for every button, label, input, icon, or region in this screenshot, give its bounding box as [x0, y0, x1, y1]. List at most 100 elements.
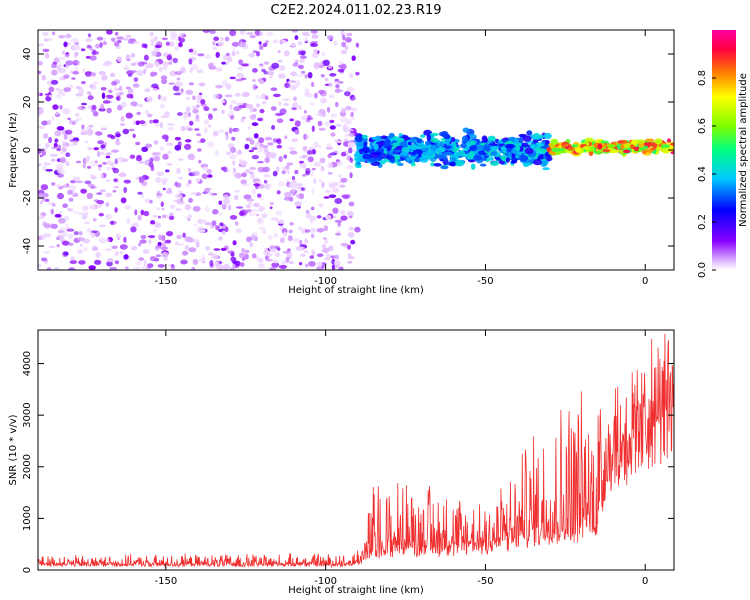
spectrogram-cell [266, 253, 273, 257]
spectrogram-cell [329, 152, 337, 156]
spectrogram-cell [324, 240, 329, 244]
spectrogram-cell [49, 153, 58, 157]
spectrogram-cell [196, 69, 204, 74]
spectrogram-cell [460, 143, 467, 149]
spectrogram-cell [325, 214, 332, 220]
spectrogram-cell [617, 140, 624, 144]
spectrogram-cell [219, 222, 224, 226]
spectrogram-cell [92, 111, 99, 117]
spectrogram-cell [272, 259, 279, 264]
spectrogram-cell [92, 81, 99, 85]
spectrogram-cell [68, 208, 73, 212]
spectrogram-cell [597, 143, 603, 150]
spectrogram-cell [56, 148, 61, 151]
spectrogram-cell [264, 136, 273, 141]
spectrogram-cell [213, 93, 220, 99]
spectrogram-cell [72, 211, 80, 214]
spectrogram-cell [149, 157, 154, 163]
spectrogram-cell [75, 160, 82, 164]
spectrogram-cell [257, 166, 265, 173]
spectrogram-cell [303, 110, 307, 114]
spectrogram-cell [122, 128, 130, 135]
spectrogram-cell [571, 144, 579, 148]
spectrogram-cell [363, 141, 368, 148]
spectrogram-cell [606, 144, 616, 148]
spectrogram-cell [246, 198, 255, 202]
spectrogram-cell [143, 54, 149, 61]
spectrogram-cell [327, 153, 332, 159]
spectrogram-cell [61, 92, 66, 96]
spectrogram-cell [143, 210, 150, 217]
spectrogram-cell [83, 221, 90, 225]
spectrogram-cell [252, 84, 258, 91]
spectrogram-cell [392, 142, 402, 147]
spectrogram-cell [217, 40, 224, 47]
spectrogram-cell [321, 181, 325, 189]
spectrogram-cell [328, 194, 337, 198]
spectrogram-cell [468, 151, 475, 157]
spectrogram-cell [249, 235, 258, 241]
spectrogram-cell [143, 68, 147, 75]
spectrogram-cell [194, 128, 200, 131]
spectrogram-cell [51, 63, 57, 69]
spectrogram-cell [118, 172, 127, 177]
spectrogram-cell [198, 82, 206, 87]
spectrogram-cell [178, 158, 184, 161]
spectrogram-cell [153, 140, 159, 145]
spectrogram-cell [98, 237, 107, 244]
spectrogram-cell [212, 107, 218, 112]
spectrogram-cell [73, 119, 79, 123]
spectrogram-panel: -150 -100 -50 0 -40 -20 0 20 40 Height of straig… [8, 29, 675, 296]
spectrogram-cell [98, 167, 102, 172]
spectrogram-cell [212, 130, 219, 137]
spectrogram-cell [69, 119, 73, 125]
spectrogram-cell [223, 166, 228, 173]
y-tick-label: 1000 [22, 506, 33, 531]
colorbar-label: Normalized spectral amplitude [738, 73, 749, 227]
spectrogram-cell [319, 64, 324, 69]
spectrogram-cell [138, 103, 143, 108]
spectrogram-cell [47, 267, 52, 270]
spectrogram-cell [228, 110, 235, 116]
spectrogram-cell [151, 40, 155, 47]
spectrogram-cell [111, 245, 118, 249]
spectrogram-cell [319, 157, 326, 164]
spectrogram-cell [300, 55, 307, 60]
spectrogram-cell [45, 169, 53, 172]
spectrogram-cell [281, 260, 287, 265]
spectrogram-cell [357, 164, 362, 168]
y-tick-label: 0 [22, 147, 33, 153]
spectrogram-cell [134, 209, 138, 216]
spectrogram-cell [297, 48, 306, 52]
spectrogram-cell [106, 260, 113, 267]
spectrogram-cell [197, 229, 206, 233]
spectrogram-cell [346, 38, 352, 43]
spectrogram-cell [249, 241, 253, 248]
y-tick-label: 2000 [22, 454, 33, 479]
spectrogram-cell [311, 34, 319, 39]
spectrogram-cell [86, 44, 92, 49]
spectrogram-cell [449, 161, 456, 166]
spectrogram-cell [261, 68, 266, 73]
spectrogram-cell [326, 106, 331, 113]
spectrogram-cell [177, 141, 182, 148]
spectrogram-cell [327, 162, 333, 169]
spectrogram-cell [221, 80, 228, 87]
spectrogram-cell [154, 222, 162, 228]
spectrogram-cell [289, 222, 294, 226]
spectrogram-cell [56, 126, 65, 131]
spectrogram-cell [93, 259, 102, 265]
spectrogram-cell [229, 30, 237, 37]
spectrogram-cell [187, 218, 191, 221]
spectrogram-cell [224, 94, 233, 98]
spectrogram-cell [106, 160, 112, 165]
spectrogram-cell [543, 132, 552, 140]
spectrogram-cell [99, 189, 106, 193]
spectrogram-cell [216, 263, 223, 270]
spectrogram-cell [52, 61, 58, 65]
spectrogram-cell [294, 201, 303, 207]
spectrogram-cell [247, 126, 251, 130]
spectrogram-cell [298, 50, 301, 55]
spectrogram-cell [278, 65, 286, 71]
spectrogram-cell [101, 72, 106, 77]
